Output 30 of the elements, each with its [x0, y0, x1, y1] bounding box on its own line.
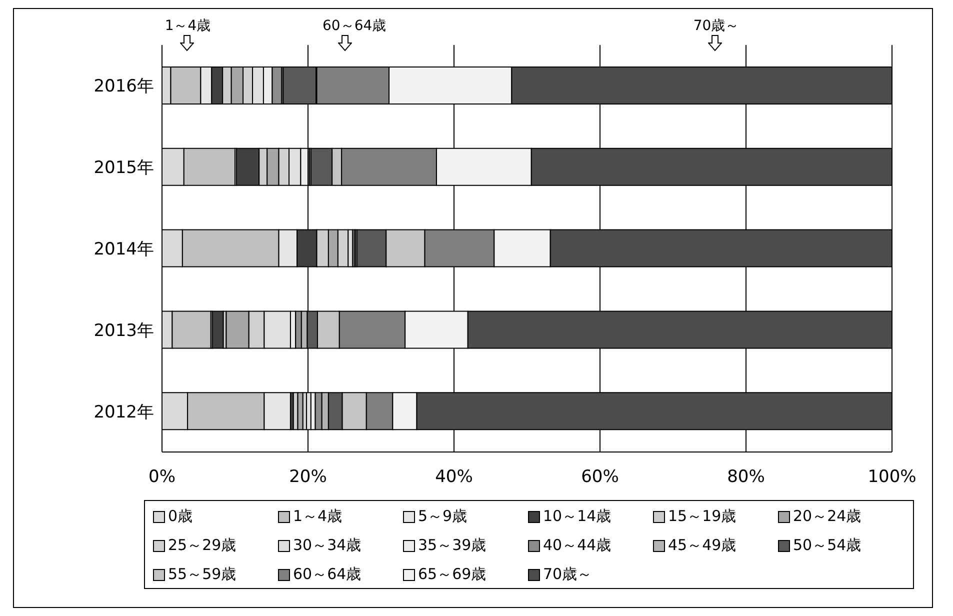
legend-label: 70歳～ — [543, 565, 592, 584]
text: 70歳～ — [693, 17, 740, 35]
y-tick-label: 2016年 — [94, 76, 154, 97]
legend-label: 45～49歳 — [668, 536, 736, 555]
y-tick-label: 2015年 — [94, 158, 154, 178]
legend-label: 50～54歳 — [793, 536, 862, 555]
x-tick-label: 0% — [148, 467, 176, 488]
text: 60～64歳 — [322, 17, 386, 35]
x-tick-label: 40% — [435, 467, 473, 488]
legend-label: 5～9歳 — [418, 507, 468, 526]
x-tick-label: 100% — [868, 467, 916, 488]
x-tick-label: 60% — [581, 467, 619, 488]
y-tick-label: 2013年 — [94, 320, 154, 341]
text: 1～4歳 — [164, 17, 211, 35]
legend-label: 30～34歳 — [293, 536, 362, 555]
legend-label: 10～14歳 — [543, 507, 612, 526]
legend-label: 40～44歳 — [543, 536, 612, 555]
legend-label: 25～29歳 — [168, 536, 236, 555]
legend-label: 20～24歳 — [793, 507, 862, 526]
legend-label: 60～64歳 — [293, 565, 362, 584]
x-tick-label: 80% — [727, 467, 765, 488]
legend-label: 55～59歳 — [168, 565, 236, 584]
y-tick-label: 2014年 — [94, 240, 154, 260]
legend-label: 35～39歳 — [418, 536, 486, 555]
y-tick-label: 2012年 — [94, 402, 154, 422]
legend-label: 65～69歳 — [418, 565, 486, 584]
legend-label: 1～4歳 — [293, 507, 342, 526]
legend-label: 15～19歳 — [668, 507, 736, 526]
legend-label: 0歳 — [168, 507, 193, 526]
x-tick-label: 20% — [289, 467, 327, 488]
